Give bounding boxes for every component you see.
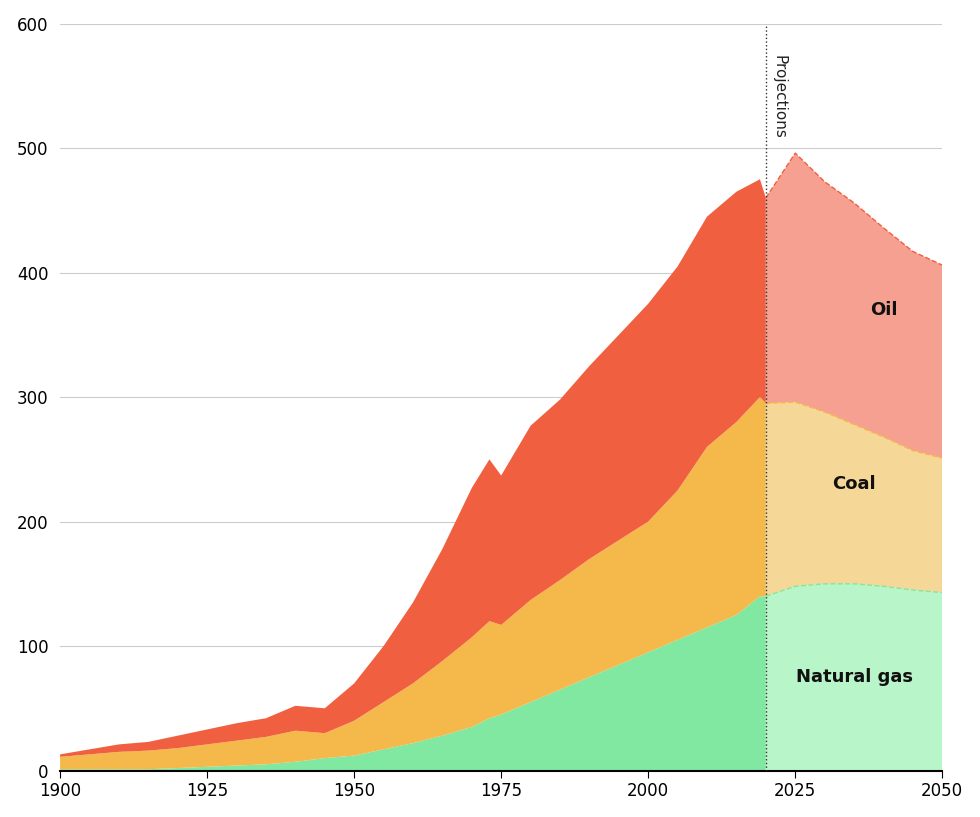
- Text: Natural gas: Natural gas: [796, 668, 912, 686]
- Text: Coal: Coal: [832, 475, 876, 493]
- Text: Oil: Oil: [869, 301, 898, 319]
- Text: Projections: Projections: [771, 55, 787, 139]
